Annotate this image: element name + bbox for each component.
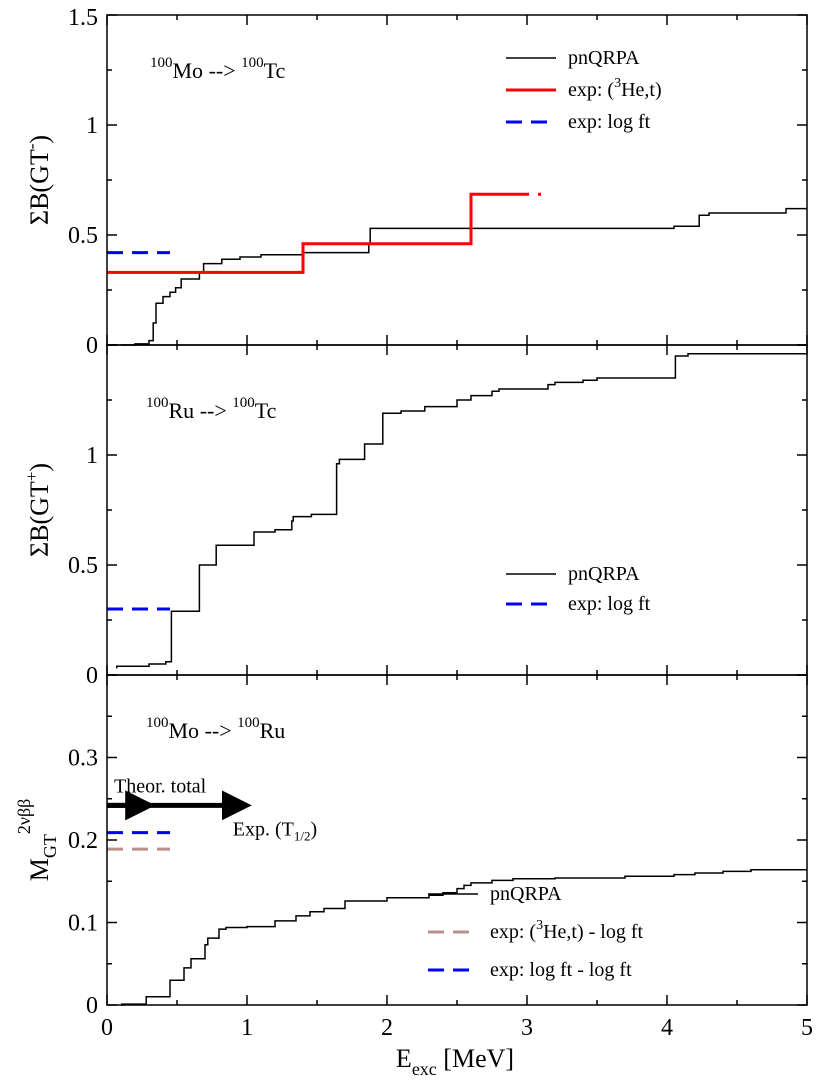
x-tick-label: 2 — [381, 1015, 393, 1041]
legend-label: exp: log ft — [568, 593, 651, 615]
x-axis-label: Eexc [MeV] — [396, 1044, 514, 1079]
reaction-label: 100Mo --> 100Tc — [150, 55, 286, 83]
y-tick-label: 0.1 — [68, 911, 98, 937]
frames-layer — [106, 14, 808, 1006]
y-tick-label: 0 — [86, 333, 98, 359]
y-tick-label: 0.5 — [68, 223, 98, 249]
x-tick-label: 1 — [241, 1015, 253, 1041]
reaction-label: 100Mo --> 100Ru — [146, 715, 285, 743]
legend-label: exp: (3He,t) - log ft — [490, 918, 644, 943]
y-axis-label: MGT2νββ — [14, 799, 60, 882]
y-tick-label: 0.5 — [68, 553, 98, 579]
y-tick-label: 0.2 — [68, 828, 98, 854]
arrow-label: Theor. total — [114, 775, 207, 797]
x-tick-label: 5 — [801, 1015, 813, 1041]
legend-label: pnQRPA — [490, 883, 562, 905]
y-tick-label: 0.3 — [68, 746, 98, 772]
legend-label: exp: log ft - log ft — [490, 959, 632, 981]
y-axis-label: ΣB(GT+) — [22, 463, 54, 557]
reaction-label: 100Ru --> 100Tc — [146, 395, 277, 423]
series-line — [121, 868, 807, 1006]
legend-label: exp: (3He,t) — [568, 76, 662, 101]
legend-label: pnQRPA — [568, 47, 640, 69]
panel-frame-gt-plus — [106, 344, 808, 676]
series-line — [116, 353, 807, 669]
y-tick-label: 1.5 — [68, 5, 98, 31]
y-tick-label: 1 — [86, 443, 98, 469]
y-axis-label: ΣB(GT-) — [22, 135, 54, 225]
series-line — [107, 192, 513, 274]
ticks-layer — [106, 14, 808, 1006]
x-tick-label: 0 — [101, 1015, 113, 1041]
series-layer — [107, 192, 807, 1006]
legend-label: exp: log ft — [568, 111, 651, 133]
series-line — [121, 207, 807, 346]
arrow-label: Exp. (T1/2) — [233, 818, 317, 843]
y-tick-label: 0 — [86, 993, 98, 1019]
text-layer: 0 0.5 1 1.5 ΣB(GT-) 100Mo --> 100Tc pnQRPA exp:… — [14, 5, 813, 1079]
legend-label: pnQRPA — [568, 563, 640, 585]
y-tick-label: 1 — [86, 113, 98, 139]
y-tick-label: 0 — [86, 663, 98, 689]
x-tick-label: 4 — [661, 1015, 673, 1041]
x-tick-label: 3 — [521, 1015, 533, 1041]
